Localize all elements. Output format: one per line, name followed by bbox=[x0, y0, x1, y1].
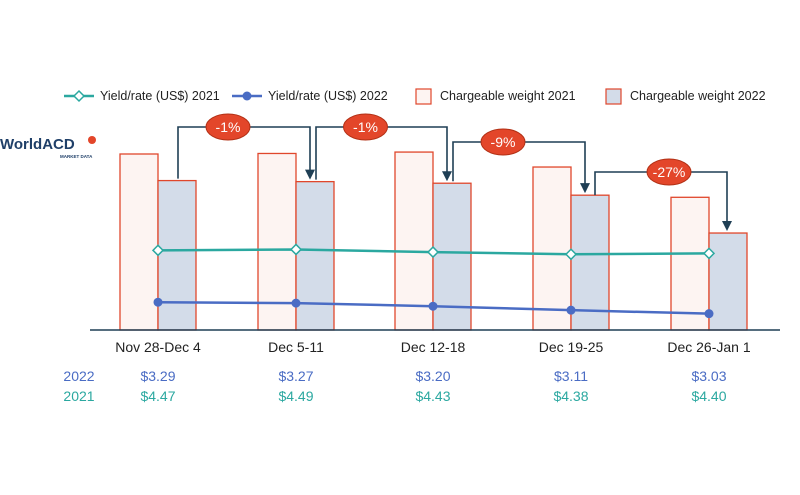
legend-label: Yield/rate (US$) 2021 bbox=[100, 89, 220, 103]
bar-weight-2021 bbox=[119, 153, 159, 331]
yield-value: $3.03 bbox=[691, 368, 726, 384]
point-yield-2022 bbox=[153, 297, 163, 307]
yield-value: $4.43 bbox=[415, 388, 450, 404]
value-table: 2022 $3.29 $3.27 $3.20 $3.11 $3.03 2021 $4.47 $4… bbox=[63, 368, 726, 404]
bar-weight-2021 bbox=[670, 196, 710, 331]
category-label: Dec 12-18 bbox=[401, 339, 466, 355]
change-label: -1% bbox=[216, 119, 241, 135]
point-yield-2021 bbox=[426, 246, 440, 259]
legend-box-swatch bbox=[415, 88, 432, 105]
point-yield-2022 bbox=[428, 301, 438, 311]
yield-value: $3.29 bbox=[140, 368, 175, 384]
category-label: Dec 26-Jan 1 bbox=[667, 339, 750, 355]
yield-value: $4.49 bbox=[278, 388, 313, 404]
yield-value: $4.40 bbox=[691, 388, 726, 404]
bar-weight-2022 bbox=[295, 180, 335, 331]
point-yield-2021 bbox=[702, 247, 716, 260]
logo-mark-icon bbox=[88, 136, 96, 144]
point-yield-2022 bbox=[704, 309, 714, 319]
point-yield-2021 bbox=[564, 248, 578, 261]
worldacd-logo: WorldACD MARKET DATA bbox=[0, 136, 96, 159]
change-badge bbox=[205, 113, 251, 141]
bar-weight-2022 bbox=[708, 232, 748, 331]
point-yield-2021 bbox=[151, 244, 165, 257]
legend-label: Chargeable weight 2022 bbox=[630, 89, 766, 103]
change-annotations: -1% -1% -9% -27% bbox=[177, 113, 732, 232]
bar-weight-2021 bbox=[394, 151, 434, 331]
logo-name: WorldACD bbox=[0, 136, 75, 153]
change-badge bbox=[480, 128, 526, 156]
bar-weight-2022 bbox=[157, 179, 197, 331]
yield-value: $4.47 bbox=[140, 388, 175, 404]
bar-weight-2021 bbox=[532, 166, 572, 331]
change-badge bbox=[343, 113, 388, 141]
legend-label: Yield/rate (US$) 2022 bbox=[268, 89, 388, 103]
legend-diamond-icon bbox=[72, 89, 86, 103]
logo-tagline: MARKET DATA bbox=[60, 154, 93, 159]
yield-value: $3.11 bbox=[554, 368, 588, 384]
category-label: Dec 5-11 bbox=[268, 339, 324, 355]
yield-value: $3.20 bbox=[415, 368, 450, 384]
legend-dot-icon bbox=[242, 91, 252, 101]
category-labels: Nov 28-Dec 4 Dec 5-11 Dec 12-18 Dec 19-25 De… bbox=[115, 339, 751, 355]
point-yield-2022 bbox=[291, 298, 301, 308]
lines-layer bbox=[151, 243, 716, 319]
legend-label: Chargeable weight 2021 bbox=[440, 89, 576, 103]
change-label: -1% bbox=[353, 119, 378, 135]
change-label: -9% bbox=[491, 134, 516, 150]
change-label: -27% bbox=[653, 164, 686, 180]
yield-value: $4.38 bbox=[553, 388, 588, 404]
category-label: Dec 19-25 bbox=[539, 339, 604, 355]
legend: Yield/rate (US$) 2021 Yield/rate (US$) 20… bbox=[64, 88, 766, 105]
category-label: Nov 28-Dec 4 bbox=[115, 339, 201, 355]
year-label: 2021 bbox=[63, 388, 94, 404]
legend-box-swatch bbox=[605, 88, 622, 105]
year-label: 2022 bbox=[63, 368, 94, 384]
change-badge bbox=[646, 158, 692, 186]
yield-value: $3.27 bbox=[278, 368, 313, 384]
bar-weight-2021 bbox=[257, 152, 297, 331]
point-yield-2022 bbox=[566, 305, 576, 315]
point-yield-2021 bbox=[289, 243, 303, 256]
